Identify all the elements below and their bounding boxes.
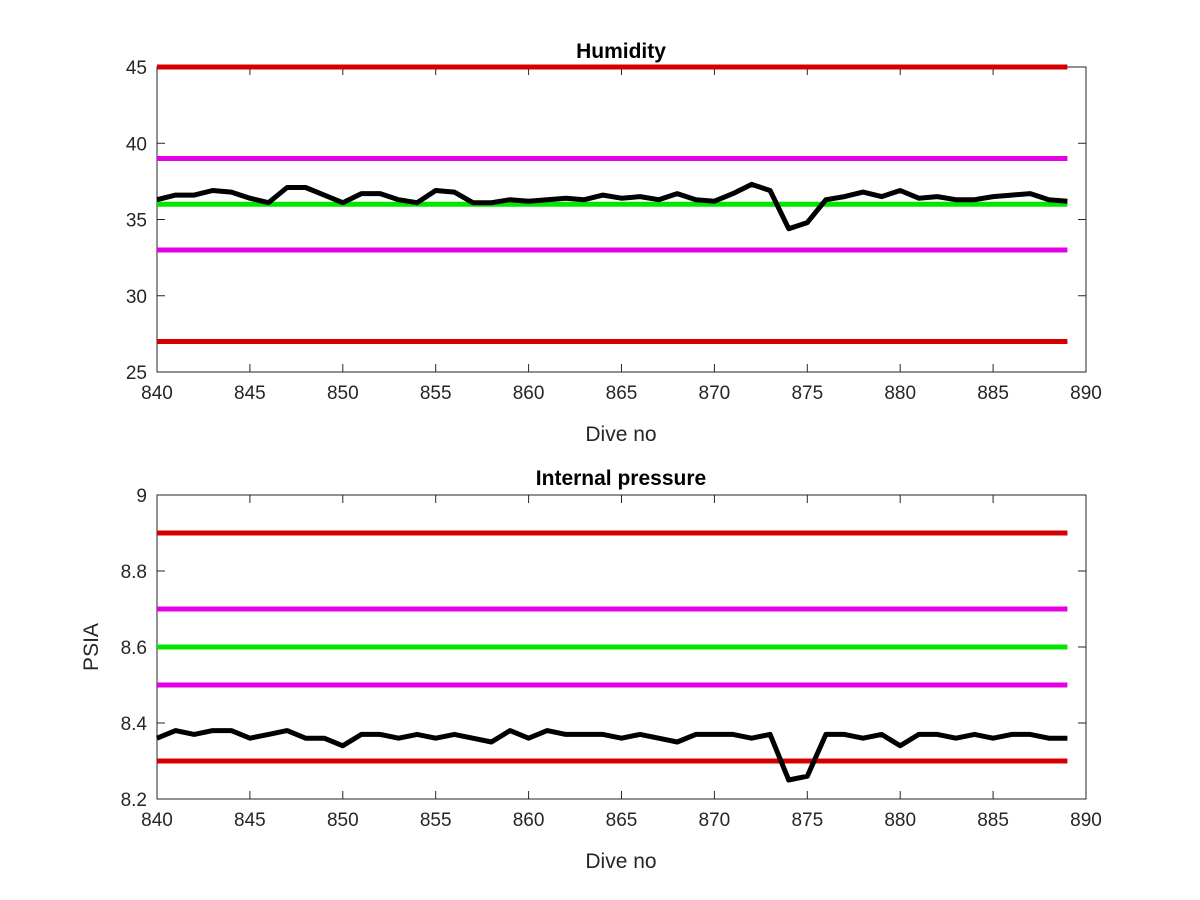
data-series-line: [156, 181, 1068, 232]
x-tick-label: 855: [420, 810, 452, 831]
chart-title: Internal pressure: [536, 467, 706, 490]
y-tick-label: 35: [126, 211, 147, 232]
x-tick-label: 880: [884, 383, 916, 404]
x-tick-label: 885: [977, 810, 1009, 831]
x-tick-label: 870: [699, 810, 731, 831]
x-tick-label: 885: [977, 383, 1009, 404]
x-tick-label: 840: [141, 810, 173, 831]
x-tick-label: 890: [1070, 810, 1102, 831]
x-tick-label: 865: [606, 383, 638, 404]
y-tick-label: 8.2: [121, 790, 147, 811]
x-tick-label: 875: [791, 810, 823, 831]
x-tick-label: 840: [141, 383, 173, 404]
y-tick-label: 30: [126, 287, 147, 308]
x-tick-label: 850: [327, 810, 359, 831]
humidity-chart: Humidity Dive no 840 845 850 855 860 865 870 87…: [126, 40, 1102, 446]
chart-title: Humidity: [576, 40, 666, 63]
x-tick-label: 865: [606, 810, 638, 831]
x-tick-label: 850: [327, 383, 359, 404]
x-tick-label: 860: [513, 383, 545, 404]
y-tick-label: 9: [136, 486, 147, 507]
y-tick-label: 8.4: [121, 714, 148, 735]
x-tick-label: 855: [420, 383, 452, 404]
x-tick-label: 860: [513, 810, 545, 831]
y-tick-label: 45: [126, 58, 147, 79]
internal-pressure-chart: Internal pressure Dive no PSIA 840 845 850…: [80, 467, 1102, 873]
y-tick-label: 40: [126, 134, 147, 155]
x-tick-label: 880: [884, 810, 916, 831]
y-axis-label: PSIA: [80, 623, 103, 671]
x-tick-label: 845: [234, 383, 266, 404]
x-tick-label: 875: [791, 383, 823, 404]
x-axis-label: Dive no: [585, 850, 656, 873]
x-tick-label: 870: [699, 383, 731, 404]
x-tick-label: 845: [234, 810, 266, 831]
y-tick-label: 25: [126, 363, 147, 384]
x-axis-label: Dive no: [585, 423, 656, 446]
data-series-line: [156, 728, 1068, 783]
y-tick-label: 8.8: [121, 562, 147, 583]
y-tick-label: 8.6: [121, 638, 147, 659]
x-tick-label: 890: [1070, 383, 1102, 404]
